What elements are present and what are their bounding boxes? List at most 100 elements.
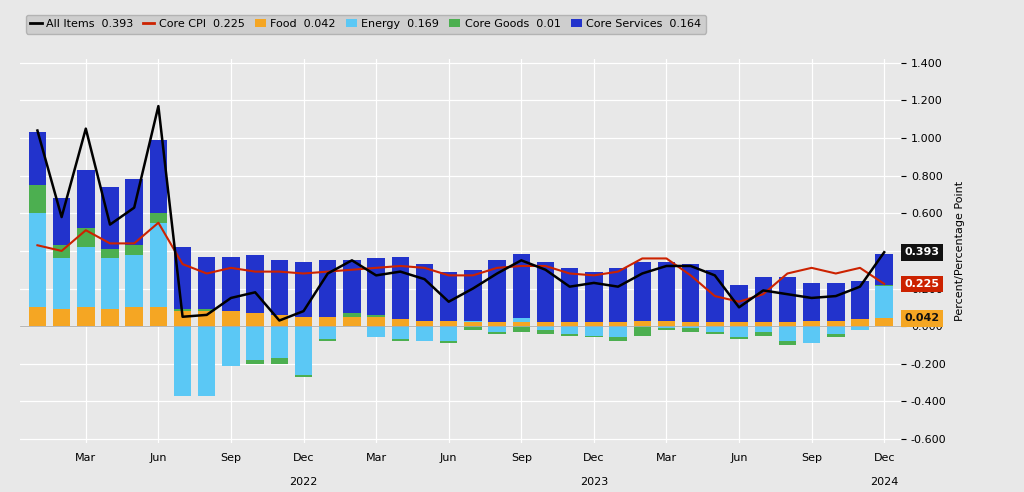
- Y-axis label: Percent/Percentage Point: Percent/Percentage Point: [955, 181, 965, 321]
- Bar: [319, 326, 337, 339]
- Bar: [707, 270, 724, 322]
- Bar: [391, 256, 409, 319]
- Bar: [53, 258, 71, 309]
- Bar: [755, 277, 772, 322]
- Bar: [464, 270, 481, 320]
- Bar: [488, 332, 506, 334]
- Bar: [707, 332, 724, 334]
- Bar: [198, 256, 215, 309]
- Bar: [513, 326, 530, 332]
- Bar: [682, 322, 699, 326]
- Bar: [150, 223, 167, 308]
- Bar: [416, 264, 433, 320]
- Bar: [198, 326, 215, 396]
- Bar: [537, 330, 554, 334]
- Bar: [53, 198, 71, 246]
- Bar: [876, 318, 893, 326]
- Bar: [537, 322, 554, 326]
- Bar: [513, 322, 530, 326]
- Bar: [464, 326, 481, 330]
- Bar: [126, 246, 143, 255]
- Bar: [222, 326, 240, 366]
- Bar: [513, 254, 530, 318]
- Bar: [730, 338, 748, 339]
- Bar: [488, 260, 506, 322]
- Bar: [150, 308, 167, 326]
- Bar: [707, 326, 724, 332]
- Bar: [561, 268, 579, 322]
- Bar: [440, 326, 458, 341]
- Bar: [440, 272, 458, 320]
- Bar: [368, 258, 385, 315]
- Bar: [247, 313, 264, 326]
- Bar: [126, 308, 143, 326]
- Bar: [778, 277, 796, 322]
- Bar: [537, 262, 554, 322]
- Bar: [657, 320, 675, 326]
- Bar: [876, 286, 893, 318]
- Bar: [755, 332, 772, 336]
- Bar: [803, 326, 820, 343]
- Bar: [77, 228, 94, 247]
- Bar: [585, 326, 602, 336]
- Bar: [634, 326, 651, 336]
- Bar: [585, 272, 602, 322]
- Bar: [126, 180, 143, 246]
- Bar: [827, 283, 845, 320]
- Bar: [682, 328, 699, 332]
- Bar: [295, 262, 312, 317]
- Bar: [198, 309, 215, 311]
- Bar: [851, 326, 868, 330]
- Bar: [391, 326, 409, 339]
- Bar: [585, 336, 602, 338]
- Bar: [295, 326, 312, 375]
- Bar: [778, 322, 796, 326]
- Bar: [657, 326, 675, 328]
- Bar: [247, 326, 264, 360]
- Bar: [827, 334, 845, 338]
- Text: 0.042: 0.042: [904, 313, 940, 323]
- Bar: [247, 360, 264, 364]
- Bar: [29, 214, 46, 308]
- Bar: [876, 284, 893, 286]
- Bar: [803, 320, 820, 326]
- Bar: [368, 315, 385, 317]
- Bar: [416, 326, 433, 341]
- Bar: [29, 308, 46, 326]
- Text: 0.393: 0.393: [904, 247, 940, 257]
- Bar: [295, 317, 312, 326]
- Bar: [391, 339, 409, 341]
- Bar: [585, 322, 602, 326]
- Bar: [270, 326, 288, 358]
- Bar: [537, 326, 554, 330]
- Bar: [609, 326, 627, 338]
- Bar: [150, 140, 167, 214]
- Bar: [368, 317, 385, 326]
- Bar: [803, 283, 820, 320]
- Bar: [101, 309, 119, 326]
- Bar: [174, 309, 191, 311]
- Bar: [730, 285, 748, 322]
- Bar: [174, 326, 191, 396]
- Bar: [391, 319, 409, 326]
- Bar: [174, 311, 191, 326]
- Bar: [682, 326, 699, 328]
- Bar: [319, 260, 337, 317]
- Bar: [851, 281, 868, 319]
- Bar: [561, 326, 579, 334]
- Bar: [319, 317, 337, 326]
- Text: 2023: 2023: [580, 477, 608, 488]
- Bar: [827, 326, 845, 334]
- Bar: [657, 262, 675, 320]
- Bar: [634, 262, 651, 320]
- Bar: [755, 326, 772, 332]
- Bar: [174, 247, 191, 309]
- Bar: [368, 326, 385, 338]
- Bar: [222, 311, 240, 326]
- Bar: [488, 326, 506, 332]
- Bar: [464, 320, 481, 322]
- Bar: [319, 339, 337, 341]
- Bar: [101, 187, 119, 249]
- Bar: [343, 313, 360, 317]
- Bar: [295, 375, 312, 377]
